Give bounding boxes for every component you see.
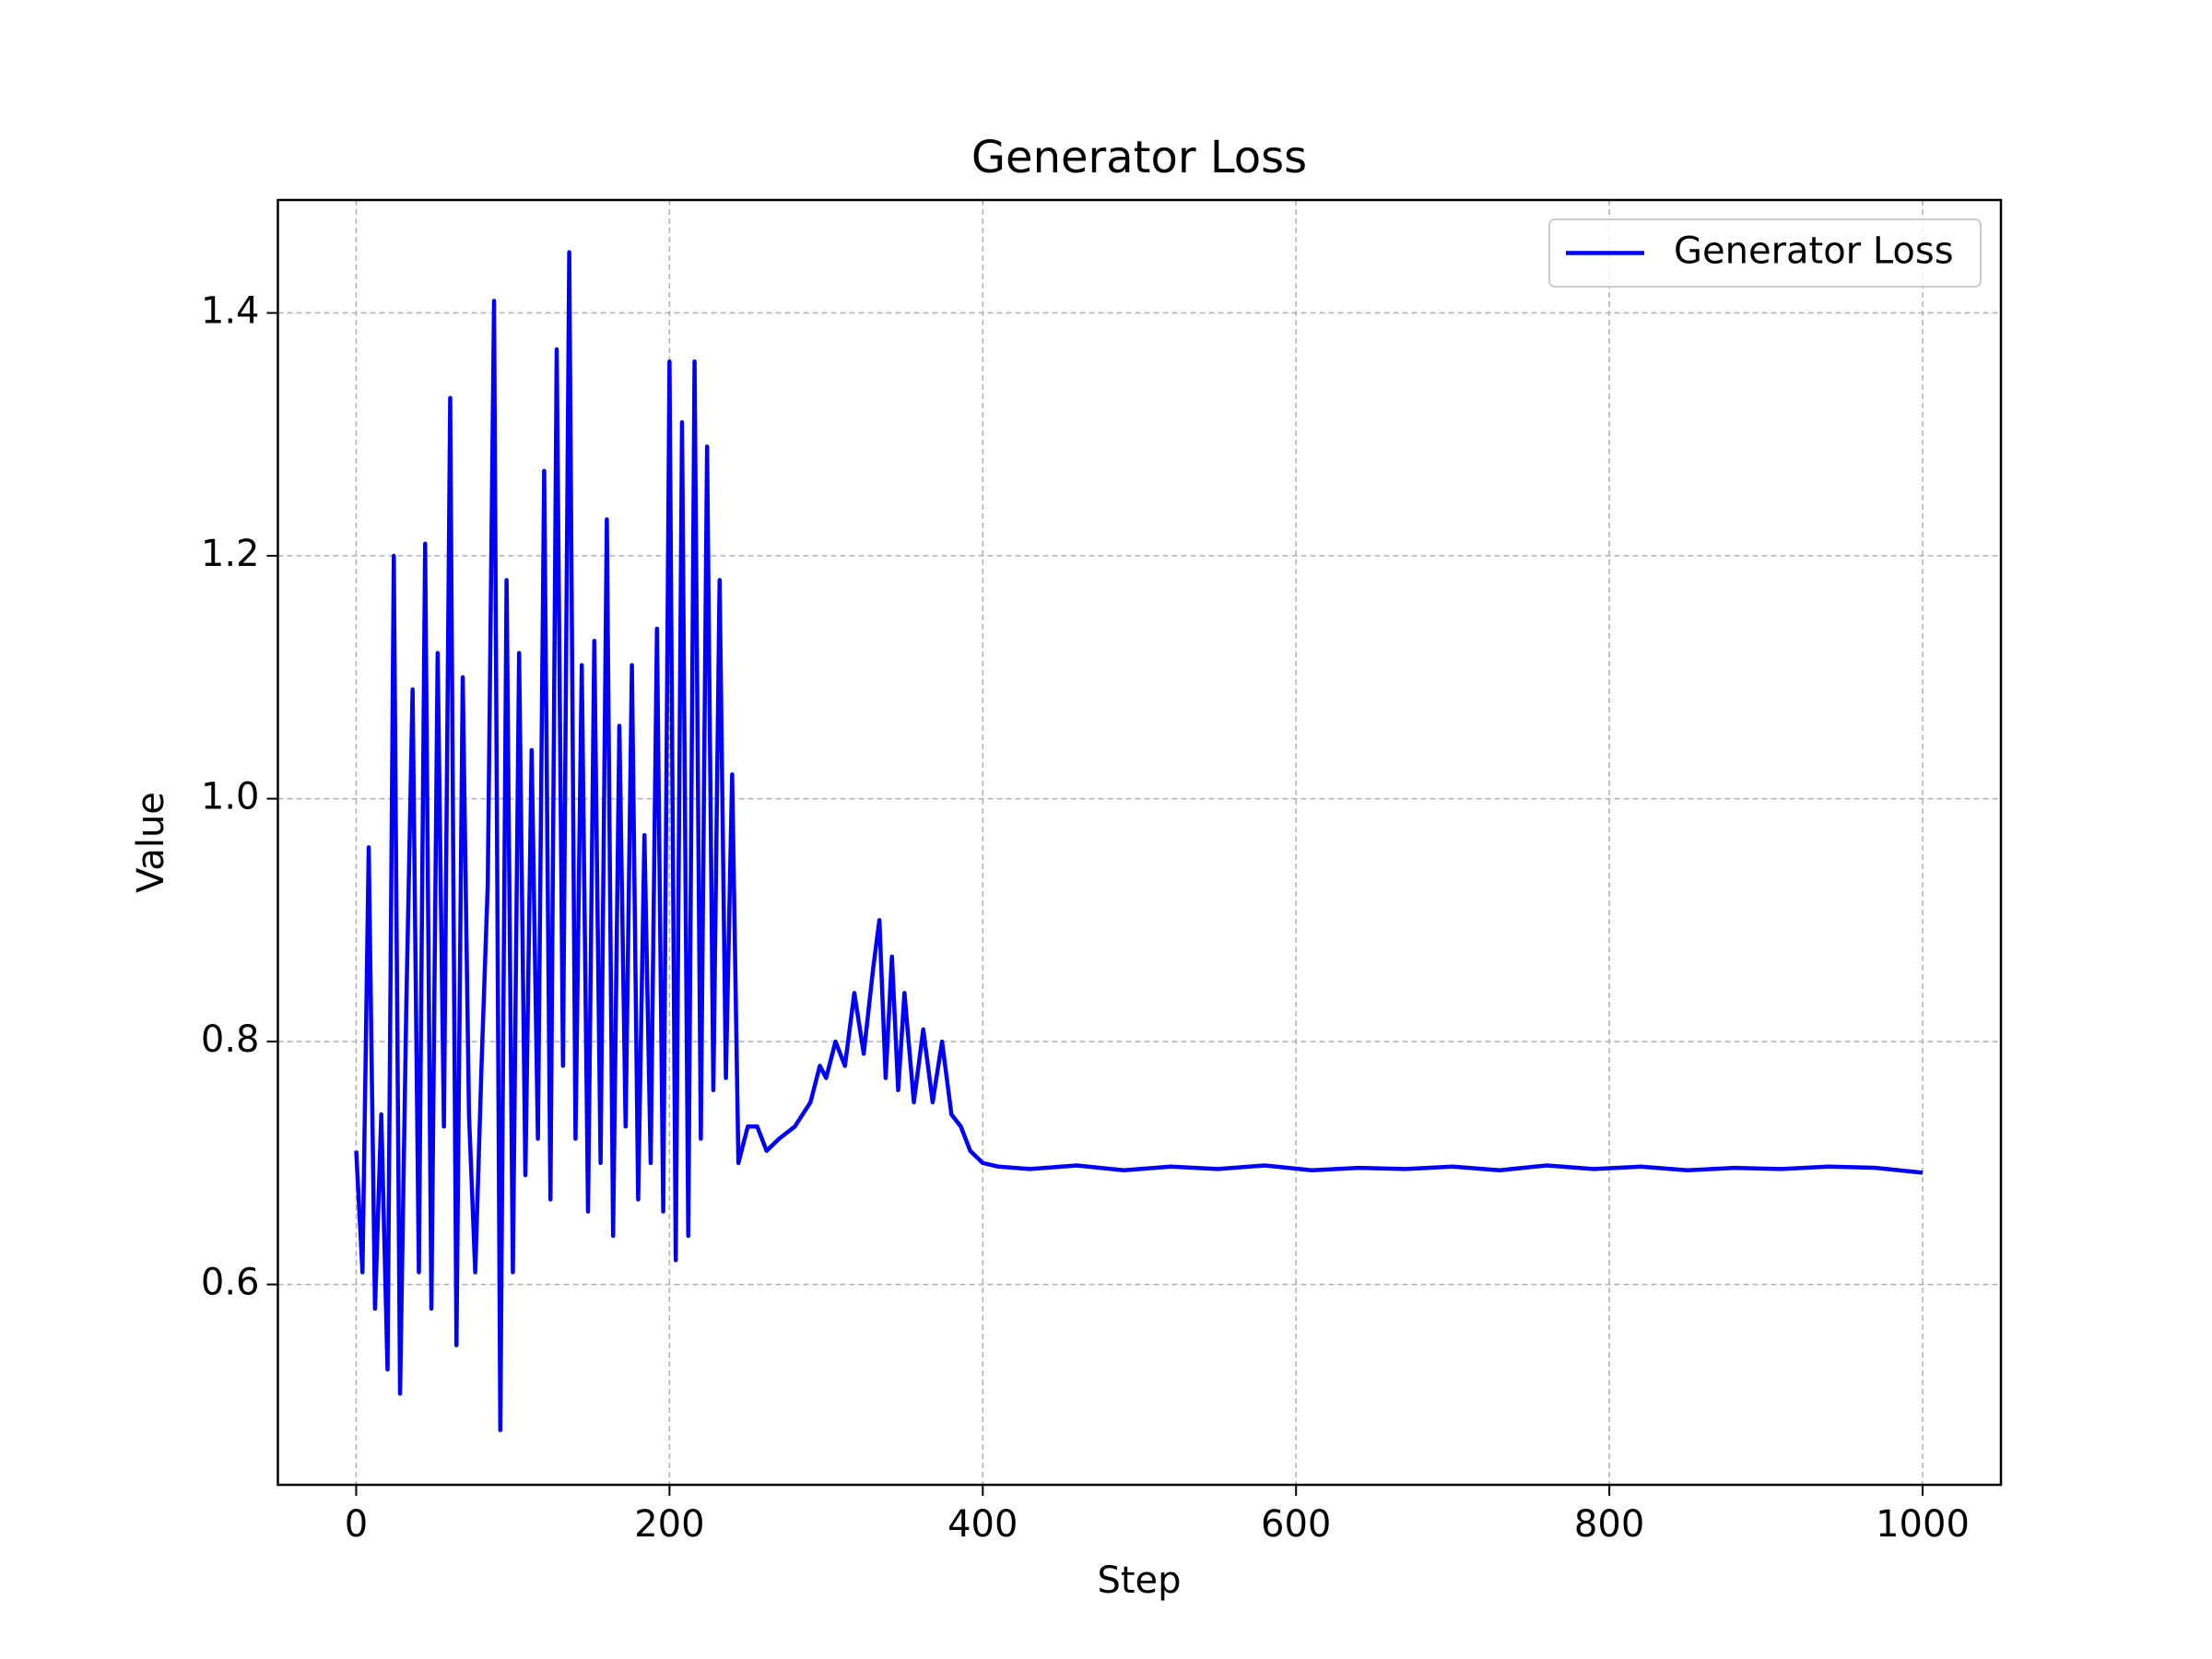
x-tick-label: 600 — [1261, 1503, 1331, 1546]
x-tick-label: 0 — [345, 1503, 368, 1546]
y-tick-label: 1.0 — [201, 776, 260, 818]
x-tick-label: 1000 — [1876, 1503, 1970, 1546]
y-tick-label: 0.6 — [201, 1262, 260, 1304]
x-tick-label: 400 — [947, 1503, 1018, 1546]
line — [354, 250, 1924, 1432]
legend-label: Generator Loss — [1674, 230, 1954, 273]
chart-title: Generator Loss — [971, 132, 1307, 183]
y-tick-label: 0.8 — [201, 1018, 260, 1061]
x-tick-label: 200 — [634, 1503, 704, 1546]
y-tick-label: 1.2 — [201, 533, 260, 575]
x-axis-label: Step — [1097, 1559, 1181, 1602]
y-tick-label: 1.4 — [201, 290, 260, 333]
x-tick-label: 800 — [1574, 1503, 1644, 1546]
y-axis-label: Value — [130, 792, 172, 893]
legend-box — [1548, 218, 1982, 288]
plot-frame — [276, 198, 2003, 1487]
